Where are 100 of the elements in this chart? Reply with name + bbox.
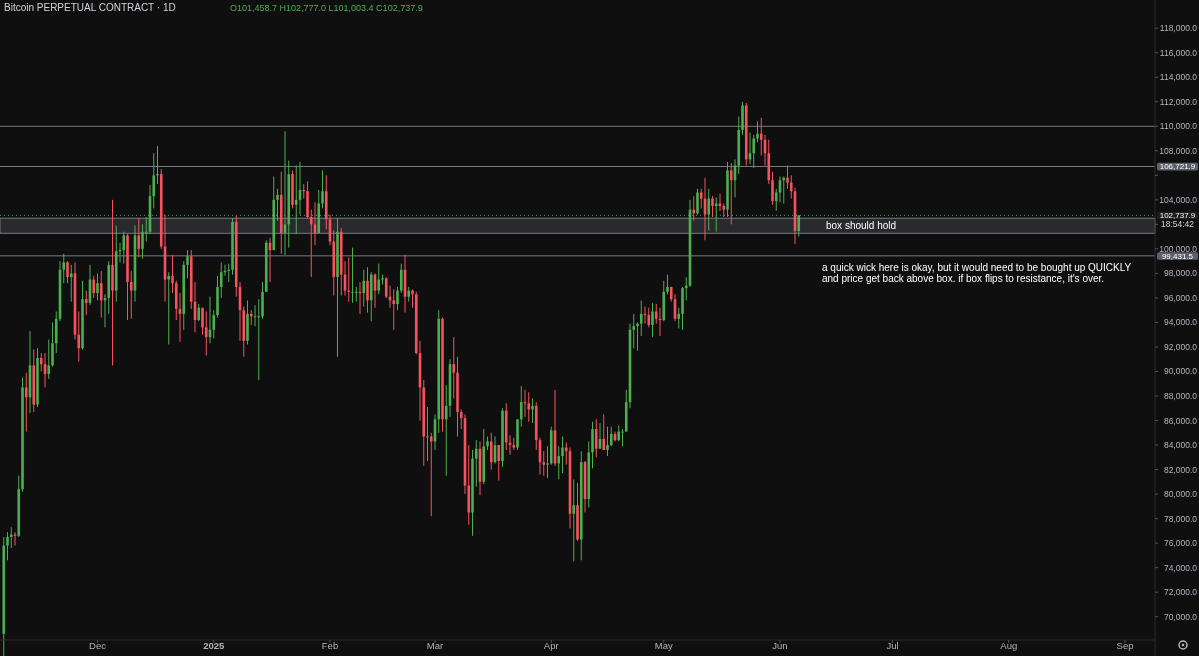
candlestick xyxy=(129,270,133,320)
candlestick xyxy=(396,286,399,311)
y-tick-label: 96,000.0 xyxy=(1163,292,1198,303)
y-tick-label: 84,000.0 xyxy=(1163,440,1198,451)
candlestick xyxy=(546,445,549,479)
candlestick xyxy=(531,397,534,424)
candlestick xyxy=(782,176,786,205)
y-tick-label: 86,000.0 xyxy=(1163,415,1198,426)
candlestick xyxy=(497,444,501,482)
candlestick xyxy=(714,196,718,233)
y-tick-label: 114,000.0 xyxy=(1159,72,1198,83)
y-tick-label: 98,000.0 xyxy=(1163,268,1198,279)
candlestick xyxy=(519,385,523,428)
candlestick xyxy=(606,426,609,457)
x-tick-label: 2025 xyxy=(203,640,226,651)
y-tick-label: 82,000.0 xyxy=(1163,464,1198,475)
candlestick xyxy=(756,120,759,143)
candlestick xyxy=(557,445,561,480)
candlestick xyxy=(621,428,624,447)
y-tick-label: 88,000.0 xyxy=(1163,391,1198,402)
candlestick xyxy=(692,195,696,222)
y-tick-label: 92,000.0 xyxy=(1163,341,1198,352)
candlestick xyxy=(647,307,651,328)
candlestick xyxy=(771,171,774,206)
candlestick xyxy=(257,298,261,381)
x-tick-label: May xyxy=(654,640,673,651)
candlestick xyxy=(24,372,28,433)
text: 18:54:42 xyxy=(1160,219,1195,230)
candlestick xyxy=(141,223,144,260)
candlestick xyxy=(399,263,403,294)
annotation: O101,458.7 H102,777.0 L101,003.4 C102,737.9 xyxy=(230,3,423,13)
candlestick xyxy=(594,418,598,458)
y-tick-label: 110,000.0 xyxy=(1159,121,1198,132)
y-tick-label: 116,000.0 xyxy=(1159,47,1198,58)
candlestick xyxy=(84,290,88,316)
x-tick-label: Apr xyxy=(543,640,559,651)
y-tick-label: 76,000.0 xyxy=(1163,538,1198,549)
candlestick xyxy=(452,336,456,399)
candlestick xyxy=(122,231,126,265)
candlestick xyxy=(362,269,366,308)
y-tick-label: 94,000.0 xyxy=(1163,317,1198,328)
y-tick-label: 112,000.0 xyxy=(1159,96,1198,107)
candlestick xyxy=(47,339,51,380)
y-tick-label: 118,000.0 xyxy=(1159,23,1198,34)
candlestick xyxy=(302,183,306,200)
candlestick xyxy=(392,288,396,331)
x-tick-label: Sep xyxy=(1116,640,1134,651)
x-tick-label: Aug xyxy=(1000,640,1018,651)
y-tick-label: 90,000.0 xyxy=(1163,366,1198,377)
candlestick xyxy=(707,188,711,231)
y-tick-label: 108,000.0 xyxy=(1159,145,1198,156)
candlestick xyxy=(227,263,231,283)
candlestick xyxy=(96,272,99,301)
chart-title: Bitcoin PERPETUAL CONTRACT · 1D xyxy=(4,2,176,13)
y-tick-label: 78,000.0 xyxy=(1163,513,1198,524)
candlestick xyxy=(321,169,324,209)
band-label: box should hold xyxy=(826,220,897,232)
candlestick xyxy=(696,188,699,216)
candlestick xyxy=(66,260,69,284)
candlestick xyxy=(167,271,171,346)
candlestick xyxy=(426,406,429,462)
candlestick xyxy=(591,421,594,469)
y-tick-label: 70,000.0 xyxy=(1163,611,1198,622)
candlestick xyxy=(92,275,96,299)
candlestick xyxy=(411,288,414,309)
y-tick-label: 80,000.0 xyxy=(1163,489,1198,500)
x-tick-label: Dec xyxy=(89,640,107,651)
candlestick xyxy=(204,310,208,357)
candlestick xyxy=(429,432,433,517)
candlestick xyxy=(51,321,54,368)
candlestick xyxy=(347,256,351,303)
candlestick xyxy=(186,249,189,279)
candlestick xyxy=(602,413,606,451)
x-tick-label: Feb xyxy=(321,640,339,651)
candlestick xyxy=(639,299,643,337)
ref-line-label: 99,431.5 xyxy=(1161,251,1194,261)
candlestick xyxy=(786,165,789,190)
y-tick-label: 74,000.0 xyxy=(1163,562,1198,573)
y-tick-label: 100,000.0 xyxy=(1159,243,1198,254)
x-tick-label: Jun xyxy=(772,640,788,651)
y-tick-label: 72,000.0 xyxy=(1163,587,1198,598)
annotation: a quick wick here is okay, but it would need to be bought up QUICKLY and price get back above box. if box flips to resistance, it's over. xyxy=(822,262,1132,284)
x-tick-label: Jul xyxy=(886,640,899,651)
candlestick xyxy=(156,145,159,185)
candlestick xyxy=(666,274,669,295)
candlestick xyxy=(711,195,714,218)
y-tick-label: 104,000.0 xyxy=(1159,194,1198,205)
candlestick xyxy=(752,134,756,169)
candlestick xyxy=(171,254,174,294)
ref-line-label: 102,737.9 xyxy=(1159,211,1196,221)
candlestick xyxy=(354,286,358,303)
candlestick xyxy=(651,302,654,338)
candlestick xyxy=(6,531,9,561)
candlestick xyxy=(527,391,531,423)
candlestick xyxy=(677,307,681,330)
candlestick xyxy=(9,526,13,549)
candlestick xyxy=(69,264,73,303)
candlestick xyxy=(366,266,369,314)
candlestick xyxy=(609,426,613,447)
candlestick xyxy=(474,439,478,488)
